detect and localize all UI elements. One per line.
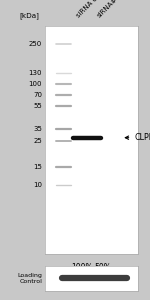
Text: 35: 35 [33, 126, 42, 132]
Text: 250: 250 [29, 41, 42, 47]
Text: 25: 25 [33, 138, 42, 144]
Text: siRNA ctrl: siRNA ctrl [75, 0, 104, 19]
Text: 55: 55 [33, 103, 42, 109]
Text: [kDa]: [kDa] [19, 12, 39, 19]
Text: 100%: 100% [71, 262, 93, 272]
Text: 100: 100 [29, 81, 42, 87]
Text: CLPP: CLPP [134, 133, 150, 142]
Text: 10: 10 [33, 182, 42, 188]
Text: 70: 70 [33, 92, 42, 98]
Text: 50%: 50% [94, 262, 111, 272]
Text: 15: 15 [33, 164, 42, 170]
Text: 130: 130 [29, 70, 42, 76]
Text: Loading
Control: Loading Control [17, 273, 42, 284]
Text: siRNA#1: siRNA#1 [96, 0, 122, 19]
